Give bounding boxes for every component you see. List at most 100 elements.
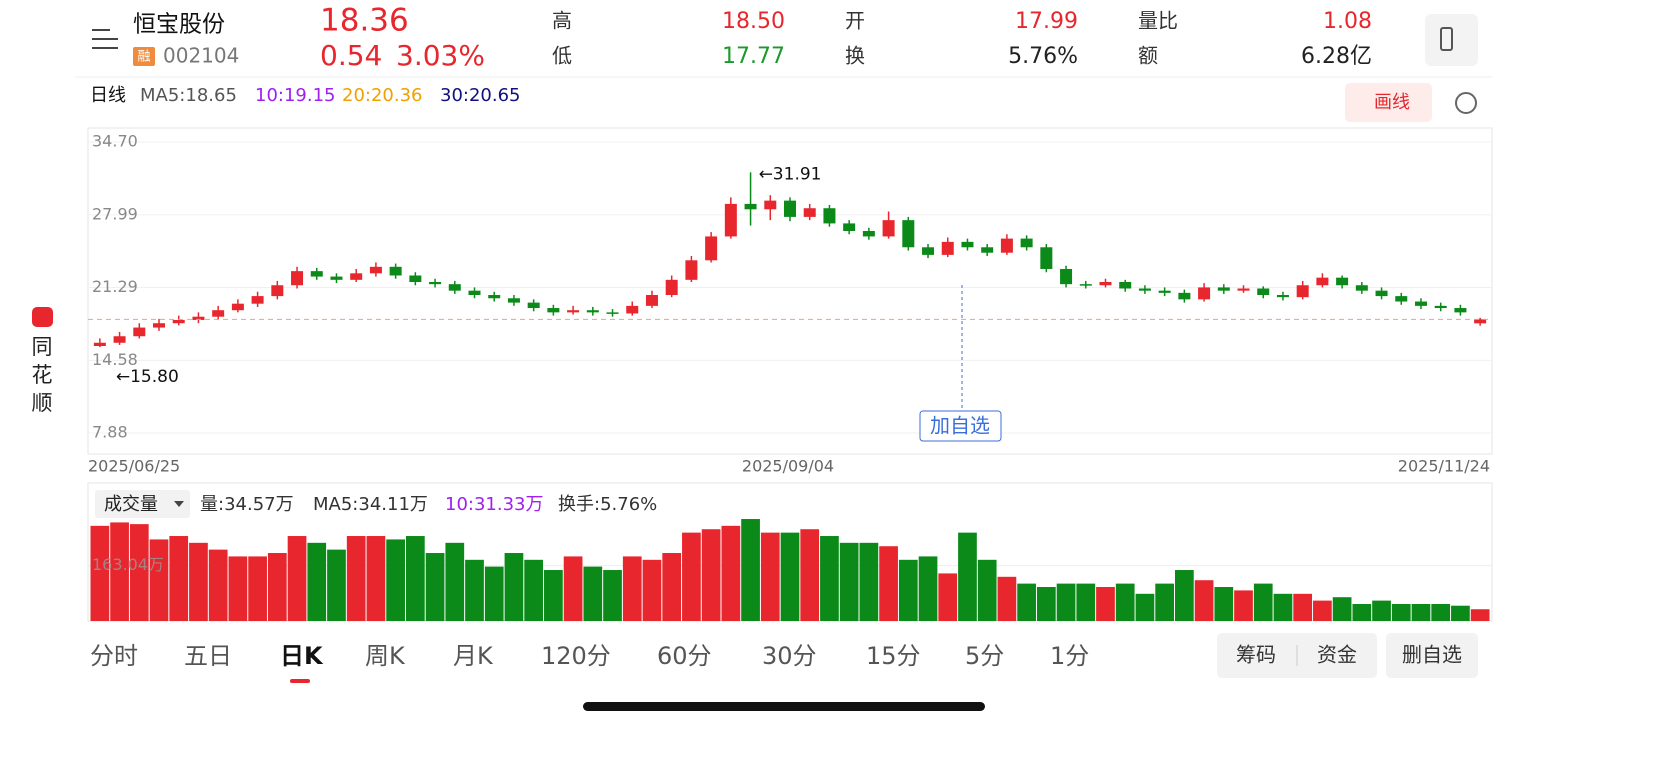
volume-bar bbox=[445, 542, 465, 621]
volume-bar bbox=[1017, 583, 1036, 621]
field-value: 6.28亿 bbox=[1301, 44, 1372, 69]
y-tick-label: 7.88 bbox=[92, 423, 128, 442]
add-watch-button[interactable] bbox=[919, 410, 1002, 442]
candle-body bbox=[153, 323, 166, 328]
y-tick-label: 34.70 bbox=[92, 132, 138, 151]
candle-body bbox=[369, 266, 382, 274]
volume-bar bbox=[721, 525, 741, 621]
volume-bar bbox=[110, 522, 129, 621]
volume-bar bbox=[1115, 583, 1135, 621]
tab[interactable]: 15分 bbox=[866, 642, 921, 670]
volume-bar bbox=[307, 542, 327, 621]
volume-bar bbox=[918, 556, 938, 621]
candle-body bbox=[784, 200, 796, 217]
field-label: 低 bbox=[552, 44, 572, 68]
volume-bar bbox=[1293, 593, 1313, 621]
candle-body bbox=[1040, 247, 1053, 269]
tab[interactable]: 周K bbox=[365, 642, 406, 670]
volume-bar bbox=[1135, 593, 1155, 621]
volume-bar bbox=[563, 556, 583, 621]
candle-body bbox=[231, 303, 244, 311]
volume-bar bbox=[1175, 570, 1194, 621]
tab[interactable]: 分时 bbox=[90, 642, 138, 670]
candle-body bbox=[1355, 285, 1368, 291]
volume-bar bbox=[938, 573, 958, 621]
volume-bar bbox=[800, 529, 820, 621]
vol-info: MA5:34.11万 bbox=[313, 494, 428, 515]
settings-icon[interactable] bbox=[1455, 92, 1477, 114]
volume-bar bbox=[1056, 583, 1076, 621]
candle-body bbox=[862, 231, 875, 237]
volume-bar bbox=[741, 519, 760, 621]
candle-body bbox=[192, 316, 205, 320]
volume-bar bbox=[780, 532, 800, 621]
candle-body bbox=[803, 208, 816, 217]
volume-bar bbox=[366, 536, 386, 621]
price: 18.36 bbox=[320, 3, 409, 39]
menu-icon[interactable] bbox=[92, 29, 118, 49]
volume-bar bbox=[287, 536, 307, 621]
action-button[interactable]: 资金 bbox=[1317, 643, 1357, 667]
volume-bar bbox=[129, 524, 149, 621]
field-value: 5.76% bbox=[1008, 44, 1078, 69]
vol-info: 10:31.33万 bbox=[445, 494, 544, 515]
volume-bar bbox=[1451, 605, 1470, 621]
candle-body bbox=[1414, 301, 1427, 306]
tab[interactable]: 1分 bbox=[1050, 642, 1089, 670]
volume-bar bbox=[405, 536, 425, 621]
candle-body bbox=[1316, 277, 1329, 286]
tab[interactable]: 60分 bbox=[657, 642, 712, 670]
candle-body bbox=[705, 236, 718, 261]
volume-bar bbox=[149, 539, 169, 621]
action-button[interactable]: 筹码 bbox=[1236, 643, 1276, 667]
volume-bar bbox=[504, 553, 524, 621]
volume-bar bbox=[1253, 583, 1273, 621]
volume-bar bbox=[1391, 604, 1411, 621]
vol-info: 量:34.57万 bbox=[200, 494, 294, 515]
tab[interactable]: 120分 bbox=[541, 642, 611, 670]
draw-button[interactable] bbox=[1345, 83, 1432, 122]
candle-body bbox=[212, 310, 225, 317]
ma-value: MA5:18.65 bbox=[140, 85, 237, 106]
volume-bar bbox=[1036, 587, 1056, 621]
tab[interactable]: 月K bbox=[453, 642, 494, 670]
tab[interactable]: 5分 bbox=[965, 642, 1004, 670]
price-panel bbox=[87, 127, 1493, 455]
brand-char: 同 bbox=[32, 335, 53, 359]
low-annotation: ←15.80 bbox=[116, 367, 179, 387]
volume-bar bbox=[524, 559, 544, 621]
volume-bar bbox=[820, 536, 839, 621]
volume-bar bbox=[228, 556, 248, 621]
candle-body bbox=[133, 327, 146, 337]
tab[interactable]: 日K bbox=[280, 642, 324, 670]
y-tick-label: 14.58 bbox=[92, 350, 138, 369]
volume-bar bbox=[1214, 587, 1234, 621]
field-value: 18.50 bbox=[722, 9, 785, 34]
candle-body bbox=[330, 276, 343, 280]
candle-body bbox=[172, 319, 185, 324]
candle-body bbox=[1060, 268, 1073, 285]
candle-body bbox=[488, 295, 501, 299]
volume-bar bbox=[484, 566, 504, 621]
volume-bar bbox=[90, 525, 110, 621]
tab[interactable]: 30分 bbox=[762, 642, 817, 670]
action-button[interactable]: 删自选 bbox=[1402, 643, 1462, 667]
tab-underline bbox=[290, 679, 310, 683]
field-label: 额 bbox=[1138, 44, 1158, 68]
volume-bar bbox=[327, 549, 346, 621]
volume-bar bbox=[544, 570, 563, 621]
tab[interactable]: 五日 bbox=[184, 642, 232, 670]
candle-body bbox=[1119, 281, 1132, 289]
volume-selector[interactable] bbox=[95, 490, 190, 518]
candle-body bbox=[1178, 292, 1191, 300]
candle-body bbox=[645, 295, 658, 306]
volume-bar bbox=[682, 532, 701, 621]
candle-body bbox=[93, 342, 106, 347]
volume-bar bbox=[603, 570, 622, 621]
stock-name: 恒宝股份 bbox=[133, 12, 225, 38]
change-pct: 3.03% bbox=[396, 39, 485, 72]
button-bg bbox=[1386, 633, 1478, 678]
change: 0.54 bbox=[320, 39, 382, 72]
volume-bar bbox=[879, 546, 898, 621]
